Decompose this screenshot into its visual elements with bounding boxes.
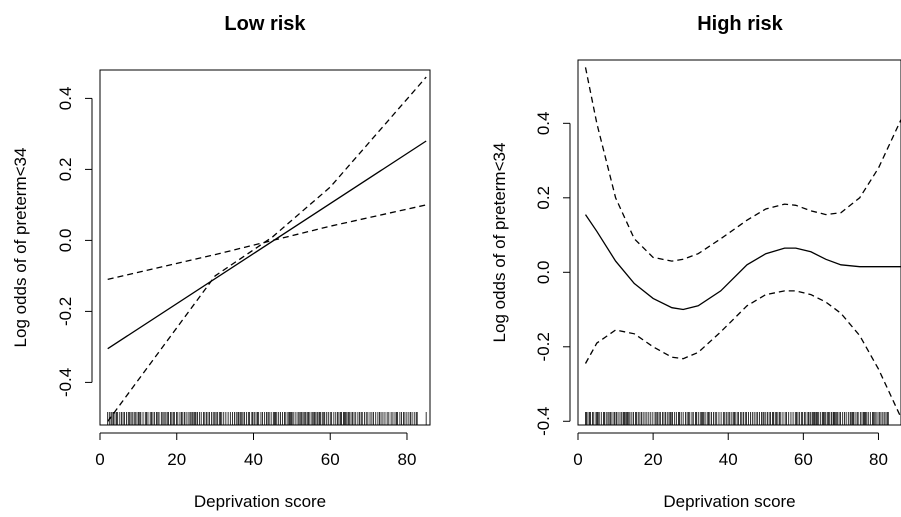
x-tick-label: 0 bbox=[95, 450, 104, 469]
x-tick-label: 60 bbox=[321, 450, 340, 469]
x-tick-label: 40 bbox=[244, 450, 263, 469]
x-tick-label: 0 bbox=[573, 450, 582, 469]
y-axis-label: Log odds of of preterm<34 bbox=[11, 148, 30, 348]
x-tick-label: 40 bbox=[719, 450, 738, 469]
y-tick-label: -0.2 bbox=[56, 297, 75, 326]
y-tick-label: -0.4 bbox=[534, 407, 553, 436]
rug-marks bbox=[585, 412, 889, 425]
y-tick-label: 0.2 bbox=[56, 158, 75, 182]
x-tick-label: 80 bbox=[398, 450, 417, 469]
y-tick-label: -0.4 bbox=[56, 368, 75, 397]
y-tick-label: 0.0 bbox=[534, 260, 553, 284]
x-tick-label: 20 bbox=[644, 450, 663, 469]
plot-frame bbox=[577, 59, 901, 426]
confidence-band-line bbox=[584, 67, 901, 262]
plot-frame bbox=[99, 69, 431, 426]
confidence-band-line bbox=[584, 290, 901, 418]
rug-marks bbox=[107, 412, 427, 425]
x-tick-label: 80 bbox=[869, 450, 888, 469]
x-tick-label: 60 bbox=[794, 450, 813, 469]
fit-line bbox=[584, 214, 901, 311]
confidence-band-line bbox=[107, 204, 427, 281]
chart-panel-1: Low risk 0 20 40 60 80 -0.4 -0.2 0.0 0.2 0.4 Depriv… bbox=[11, 13, 431, 511]
confidence-band-line bbox=[107, 76, 427, 422]
x-tick-label: 20 bbox=[167, 450, 186, 469]
y-tick-label: 0.2 bbox=[534, 186, 553, 210]
y-axis-label: Log odds of of preterm<34 bbox=[490, 143, 509, 343]
y-tick-label: 0.4 bbox=[56, 87, 75, 111]
chart-title: Low risk bbox=[224, 13, 306, 35]
chart-title: High risk bbox=[697, 13, 783, 35]
y-tick-label: -0.2 bbox=[534, 332, 553, 361]
y-tick-label: 0.4 bbox=[534, 111, 553, 135]
fit-line bbox=[107, 140, 427, 350]
chart-panel-2: High risk 0 20 40 60 80 -0.4 -0.2 0.0 0.2 0.4 Depri… bbox=[490, 13, 901, 511]
x-axis-label: Deprivation score bbox=[663, 492, 795, 511]
y-tick-label: 0.0 bbox=[56, 229, 75, 253]
x-axis-label: Deprivation score bbox=[194, 492, 326, 511]
